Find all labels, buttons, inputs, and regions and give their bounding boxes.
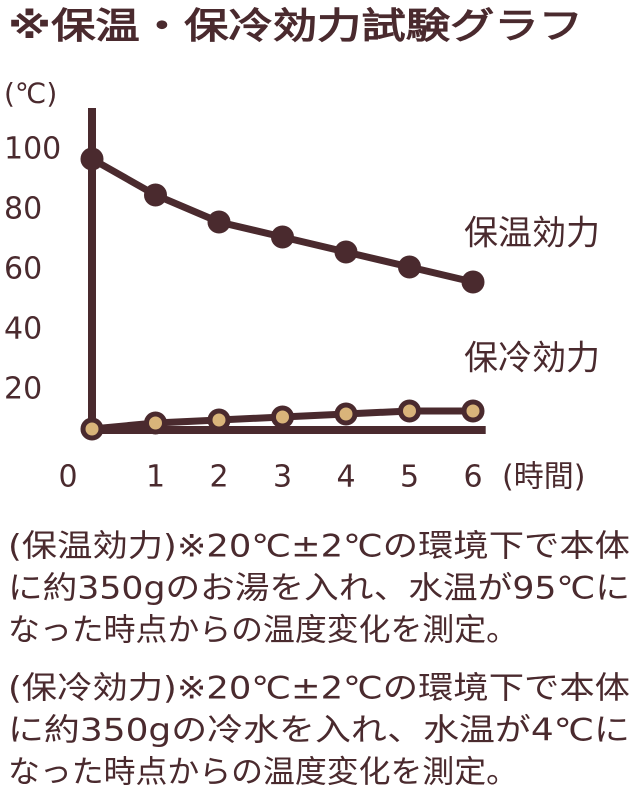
x-tick-label: 6 [463,460,482,495]
x-tick-label: 1 [146,460,165,495]
data-point [144,411,167,435]
x-tick-label: 3 [273,460,292,495]
data-point [334,240,358,264]
chart-title: ※保温・保冷効力試験グラフ [8,6,583,47]
series-label: 保冷効力 [464,339,600,379]
note-line: に約350gの冷水を入れ、水温が4℃に [8,713,630,749]
y-tick-label: 80 [4,192,42,227]
data-point [398,399,421,423]
data-point [461,399,485,423]
data-point [144,183,167,207]
note-line: (保温効力)※20℃±2℃の環境下で本体 [8,529,630,565]
y-tick-label: 40 [4,312,42,347]
y-tick-label: 100 [4,132,61,167]
data-point [271,405,294,429]
data-point [461,270,485,294]
data-point [207,210,231,234]
x-tick-label: 4 [336,460,355,495]
x-tick-label: 5 [400,460,419,495]
note-line: (保冷効力)※20℃±2℃の環境下で本体 [8,671,630,707]
y-tick-label: 60 [4,252,42,287]
note-line: に約350gのお湯を入れ、水温が95℃に [8,571,630,607]
y-tick-label: 20 [4,372,42,407]
data-point [271,225,294,249]
data-point [80,417,104,441]
x-tick-label: 0 [58,460,77,495]
data-point [207,408,231,432]
data-point [334,402,358,426]
data-point [398,255,421,279]
note-line: なった時点からの温度変化を測定。 [8,755,518,791]
note-line: なった時点からの温度変化を測定。 [8,613,518,649]
x-axis-label: (時間) [502,460,585,495]
y-axis-label: (℃) [4,77,57,110]
series-label: 保温効力 [464,214,600,254]
data-point [80,147,104,171]
x-tick-label: 2 [209,460,228,495]
